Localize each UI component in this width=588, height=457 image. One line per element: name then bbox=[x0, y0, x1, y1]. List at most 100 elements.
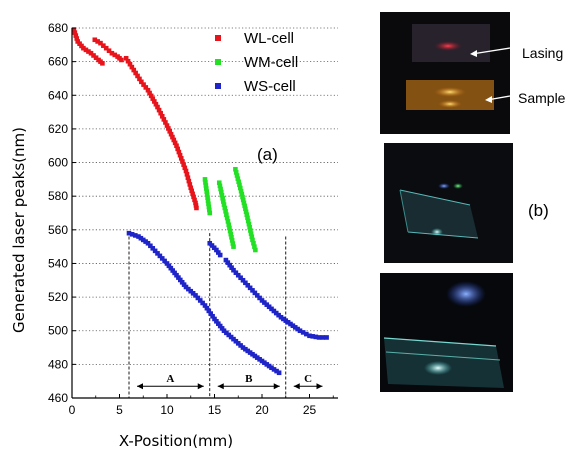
data-point bbox=[262, 300, 267, 305]
data-point bbox=[269, 365, 274, 371]
data-point bbox=[178, 277, 183, 283]
data-point bbox=[283, 318, 289, 323]
x-tick-label: 10 bbox=[160, 403, 174, 417]
data-point bbox=[238, 343, 243, 348]
data-point bbox=[181, 282, 187, 287]
data-point bbox=[292, 325, 298, 330]
data-point bbox=[216, 250, 221, 255]
data-point bbox=[127, 61, 133, 67]
data-point bbox=[227, 228, 233, 234]
data-point bbox=[155, 251, 160, 256]
data-point bbox=[125, 58, 131, 64]
data-point bbox=[166, 263, 172, 269]
data-point bbox=[220, 196, 225, 201]
data-point bbox=[225, 260, 231, 265]
data-point bbox=[103, 45, 109, 51]
data-point bbox=[159, 113, 165, 119]
data-point bbox=[143, 85, 149, 90]
data-point bbox=[204, 189, 210, 194]
data-point bbox=[98, 40, 103, 46]
data-point bbox=[233, 338, 239, 344]
data-point bbox=[285, 320, 291, 325]
data-point bbox=[188, 185, 194, 191]
data-point bbox=[316, 335, 322, 340]
data-point bbox=[86, 49, 91, 54]
data-point bbox=[129, 232, 135, 237]
data-point bbox=[106, 48, 112, 54]
data-point bbox=[295, 326, 300, 332]
data-point bbox=[177, 152, 183, 158]
legend-marker bbox=[215, 83, 221, 89]
data-point bbox=[238, 188, 244, 194]
data-point bbox=[243, 280, 248, 286]
data-point bbox=[320, 335, 326, 340]
data-point bbox=[240, 194, 245, 200]
data-point bbox=[181, 162, 186, 167]
data-point bbox=[271, 367, 277, 372]
data-point bbox=[88, 50, 94, 56]
data-point bbox=[244, 212, 250, 217]
data-point bbox=[214, 319, 219, 324]
data-point bbox=[224, 212, 229, 217]
region-arrow-head bbox=[293, 383, 300, 390]
data-point bbox=[233, 270, 239, 276]
region-arrow-head bbox=[217, 383, 224, 390]
data-point bbox=[222, 205, 228, 211]
data-point bbox=[254, 293, 260, 298]
data-point bbox=[324, 335, 329, 340]
data-point bbox=[205, 198, 211, 204]
data-point bbox=[203, 180, 208, 185]
data-point bbox=[313, 334, 319, 340]
data-point bbox=[226, 222, 232, 228]
y-tick-label: 480 bbox=[48, 357, 68, 371]
data-point bbox=[194, 205, 199, 211]
data-point bbox=[148, 243, 153, 249]
y-tick-label: 500 bbox=[48, 324, 68, 338]
data-point bbox=[288, 321, 293, 327]
data-point bbox=[252, 244, 257, 249]
data-point bbox=[153, 101, 159, 107]
data-point bbox=[239, 191, 245, 197]
data-point bbox=[156, 107, 162, 113]
data-point bbox=[221, 328, 227, 334]
data-point bbox=[254, 355, 260, 360]
data-point bbox=[218, 186, 223, 192]
data-point bbox=[186, 178, 192, 184]
y-tick-label: 460 bbox=[48, 391, 68, 405]
data-point bbox=[190, 191, 195, 197]
photo-panel-bottom bbox=[380, 273, 513, 392]
data-point bbox=[143, 239, 148, 244]
data-point bbox=[221, 199, 226, 204]
data-point bbox=[179, 279, 185, 285]
photo-panel-middle bbox=[384, 143, 513, 263]
data-point bbox=[145, 240, 151, 246]
x-axis-title: X-Position(mm) bbox=[119, 432, 233, 450]
photo-label-lasing: Lasing bbox=[522, 45, 563, 61]
data-point bbox=[274, 368, 279, 374]
data-point bbox=[281, 316, 286, 322]
data-point bbox=[247, 350, 253, 355]
data-point bbox=[235, 341, 241, 346]
data-point bbox=[245, 215, 250, 221]
y-tick-label: 540 bbox=[48, 256, 68, 270]
data-point bbox=[271, 308, 277, 314]
data-point bbox=[182, 165, 188, 171]
data-point bbox=[251, 240, 256, 246]
data-point bbox=[223, 257, 229, 263]
data-point bbox=[310, 334, 315, 339]
data-point bbox=[227, 262, 232, 268]
data-point bbox=[243, 209, 249, 215]
data-point bbox=[203, 186, 209, 191]
data-point bbox=[219, 192, 225, 198]
data-point bbox=[247, 285, 253, 291]
region-arrow-head bbox=[197, 383, 204, 390]
data-point bbox=[226, 332, 232, 338]
data-point bbox=[240, 197, 246, 203]
data-point bbox=[100, 61, 105, 66]
data-point bbox=[145, 87, 151, 93]
data-point bbox=[240, 345, 246, 350]
data-point bbox=[95, 39, 100, 44]
data-point bbox=[138, 235, 144, 241]
series bbox=[71, 27, 329, 376]
data-point bbox=[193, 200, 198, 206]
